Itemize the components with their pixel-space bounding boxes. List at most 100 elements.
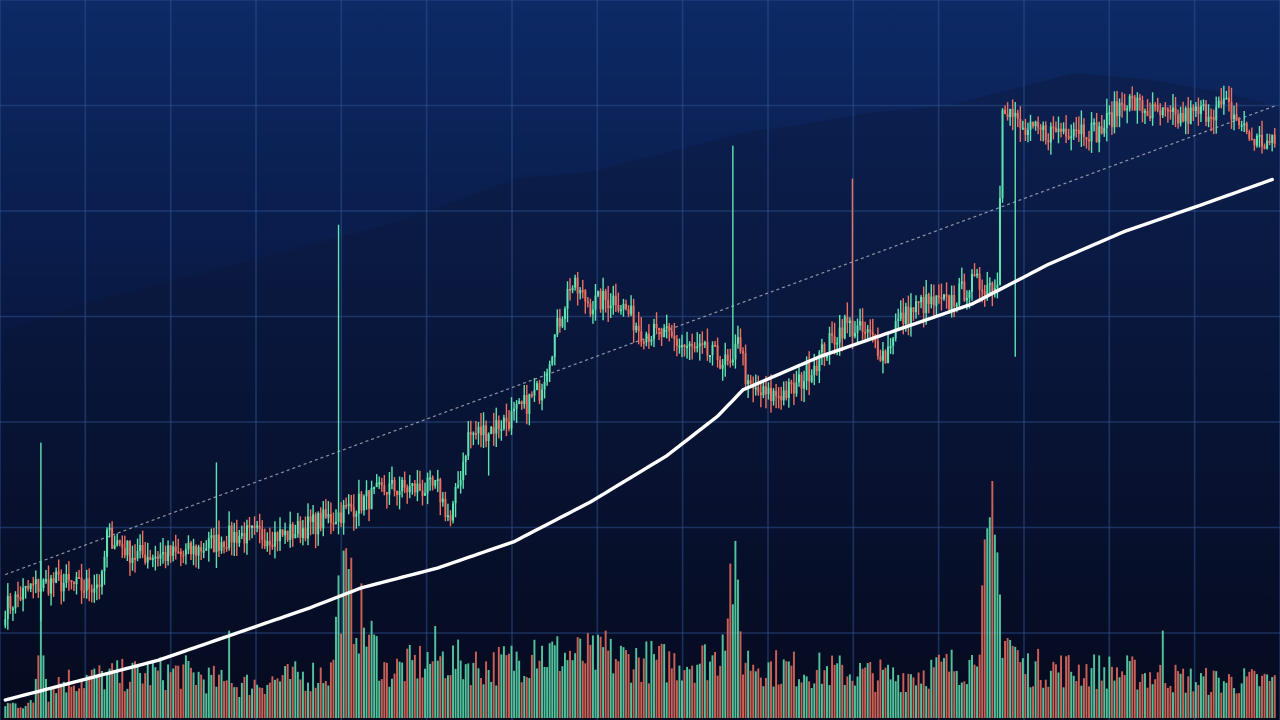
volume-bar [798, 679, 800, 718]
candle-body [1098, 126, 1101, 143]
volume-bar [548, 643, 551, 718]
volume-bar [279, 681, 281, 718]
candle-body [324, 509, 327, 518]
volume-bar [1029, 687, 1032, 718]
candle-body [1166, 109, 1169, 112]
candle-body [452, 503, 455, 521]
candle-body [820, 344, 823, 353]
volume-bar [920, 683, 923, 718]
candle-body [128, 541, 131, 563]
volume-bar [721, 634, 724, 718]
volume-bar [1024, 674, 1027, 718]
candle-body [965, 297, 968, 301]
candle-body [797, 374, 801, 383]
volume-bar [505, 655, 508, 718]
volume-bar [220, 669, 223, 718]
volume-bar [156, 670, 159, 718]
candle-body [927, 294, 930, 304]
candle-body [78, 577, 81, 579]
volume-bar [1009, 640, 1012, 718]
volume-bar [971, 655, 973, 718]
candle-body [1260, 134, 1264, 147]
volume-bar [1210, 692, 1213, 718]
volume-bar [1057, 672, 1060, 718]
volume-bar [1192, 691, 1195, 718]
volume-bar [80, 680, 83, 718]
volume-bar [228, 630, 231, 718]
volume-bar [312, 662, 315, 718]
volume-bar [205, 693, 208, 718]
candle-body [156, 556, 159, 559]
candle-body [1174, 107, 1177, 115]
volume-bar [533, 639, 536, 718]
volume-bar [617, 661, 620, 718]
candle-body [1169, 110, 1172, 112]
candle-body [314, 514, 317, 535]
candle-body [479, 426, 483, 436]
volume-bar [256, 684, 259, 718]
volume-bar [1220, 692, 1223, 718]
candle-body [1019, 118, 1022, 128]
candle-body [1230, 102, 1233, 120]
volume-bar [1052, 661, 1055, 718]
candle-body [803, 381, 806, 389]
candle-body [719, 360, 722, 369]
candle-body [263, 540, 266, 547]
candle-body [881, 350, 884, 361]
volume-bar [492, 652, 495, 718]
candle-body [281, 529, 284, 536]
volume-bar [485, 661, 488, 718]
volume-bar [340, 633, 343, 718]
volume-bar [869, 662, 872, 718]
candle-body [996, 284, 999, 289]
volume-bar [472, 662, 475, 718]
candle-body [574, 277, 577, 288]
volume-bar [871, 673, 874, 718]
candle-body [1271, 134, 1274, 143]
volume-bar [749, 670, 752, 718]
volume-bar [34, 678, 37, 718]
candle-body [780, 396, 783, 401]
candle-body [507, 421, 511, 429]
candle-body [322, 509, 325, 529]
volume-bar [563, 652, 566, 718]
candle-body [230, 525, 233, 543]
candle-body [123, 547, 126, 556]
candle-body [334, 521, 338, 524]
candle-body [312, 514, 315, 522]
candle-body [67, 574, 70, 581]
volume-bar [874, 691, 877, 718]
volume-bar [1039, 680, 1042, 718]
volume-bar [1136, 689, 1139, 718]
volume-bar [1205, 667, 1207, 718]
candle-body [1171, 107, 1174, 112]
candle-body [960, 281, 963, 284]
candle-body [108, 527, 111, 530]
volume-bar [553, 645, 556, 718]
candle-body [612, 295, 615, 306]
candle-body [215, 534, 218, 552]
volume-bar [276, 678, 279, 718]
volume-bar [846, 676, 849, 718]
candle-body [161, 552, 165, 555]
volume-bar [223, 681, 226, 718]
candle-body [1268, 140, 1271, 143]
candle-body [347, 503, 350, 506]
candle-body [350, 503, 353, 508]
volume-bar [67, 669, 70, 718]
candle-body [1044, 125, 1047, 140]
volume-bar [1011, 645, 1014, 718]
volume-bar [635, 648, 638, 718]
volume-bar [988, 517, 991, 718]
candle-body [553, 334, 556, 358]
candle-body [762, 386, 765, 396]
candle-body [393, 480, 396, 492]
volume-bar [22, 708, 25, 718]
volume-bar [851, 680, 854, 718]
candle-body [579, 290, 582, 294]
volume-bar [1189, 668, 1192, 718]
volume-bar [464, 664, 467, 718]
candle-body [273, 532, 276, 547]
candle-body [1202, 104, 1205, 107]
